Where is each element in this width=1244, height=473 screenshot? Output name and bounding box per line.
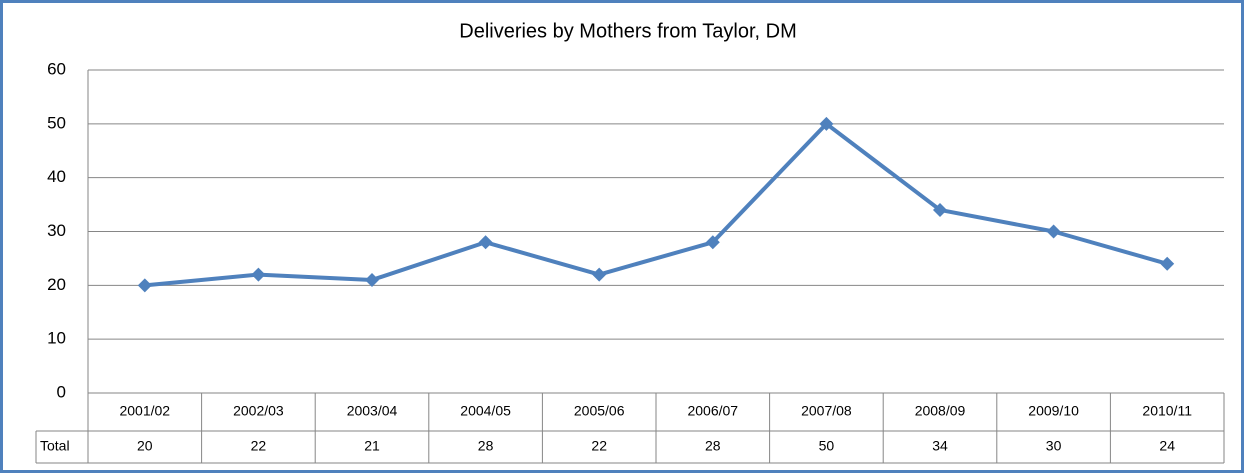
table-value: 20 xyxy=(137,438,153,454)
data-point xyxy=(1046,224,1061,239)
x-tick-label: 2005/06 xyxy=(574,403,625,419)
legend-label: Total xyxy=(40,438,70,454)
table-value: 28 xyxy=(478,438,494,454)
data-point xyxy=(933,202,947,217)
table-value: 28 xyxy=(705,438,721,454)
table-value: 22 xyxy=(251,438,267,454)
table-value: 50 xyxy=(819,438,835,454)
data-point xyxy=(137,278,152,293)
data-point xyxy=(592,267,607,282)
data-point xyxy=(1160,256,1175,271)
y-tick-label: 30 xyxy=(47,221,66,240)
chart-title: Deliveries by Mothers from Taylor, DM xyxy=(459,20,797,42)
y-tick-label: 0 xyxy=(57,382,66,401)
data-point xyxy=(365,272,379,287)
x-tick-label: 2002/03 xyxy=(233,403,284,419)
data-point xyxy=(478,235,493,250)
data-point xyxy=(819,116,834,131)
x-tick-label: 2008/09 xyxy=(915,403,966,419)
y-tick-label: 10 xyxy=(47,329,66,348)
x-tick-label: 2003/04 xyxy=(347,403,398,419)
series-line xyxy=(144,121,1168,288)
table-value: 22 xyxy=(591,438,607,454)
data-point xyxy=(251,267,266,282)
table-value: 24 xyxy=(1159,438,1175,454)
table-value: 21 xyxy=(364,438,380,454)
x-tick-label: 2010/11 xyxy=(1142,403,1192,419)
x-tick-label: 2007/08 xyxy=(801,403,852,419)
x-tick-label: 2009/10 xyxy=(1028,403,1079,419)
x-tick-label: 2004/05 xyxy=(460,403,511,419)
table-value: 30 xyxy=(1046,438,1062,454)
y-tick-label: 60 xyxy=(47,59,66,78)
y-tick-label: 20 xyxy=(47,275,66,294)
data-point xyxy=(705,235,720,250)
y-tick-label: 50 xyxy=(47,113,66,132)
x-tick-label: 2001/02 xyxy=(119,403,170,419)
x-tick-label: 2006/07 xyxy=(687,403,738,419)
y-tick-label: 40 xyxy=(47,167,66,186)
table-value: 34 xyxy=(932,438,948,454)
